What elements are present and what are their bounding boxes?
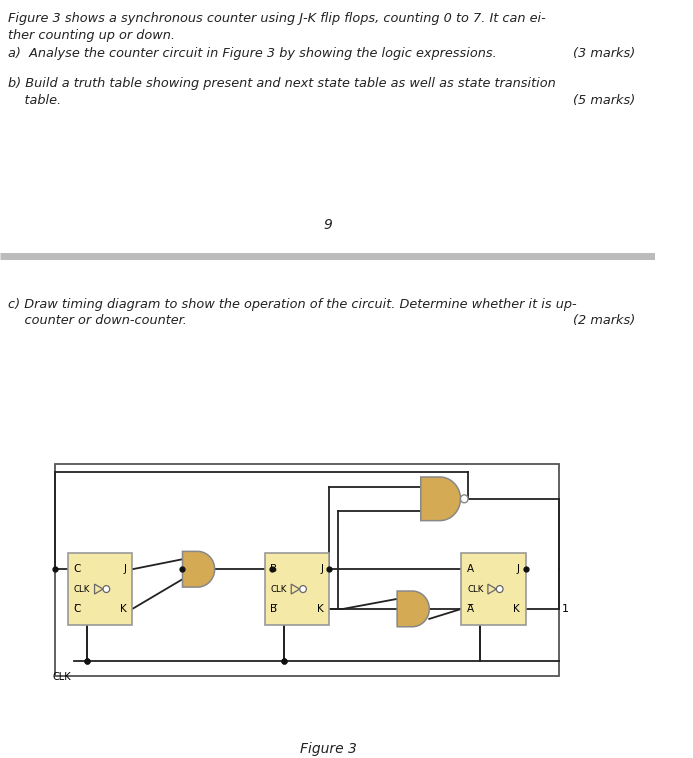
Bar [462, 553, 526, 625]
Polygon shape [488, 584, 496, 594]
Text: b) Build a truth table showing present and next state table as well as state tra: b) Build a truth table showing present a… [8, 77, 555, 90]
Text: CLK: CLK [53, 672, 71, 682]
Polygon shape [182, 551, 215, 587]
Polygon shape [94, 584, 103, 594]
Text: a)  Analyse the counter circuit in Figure 3 by showing the logic expressions.: a) Analyse the counter circuit in Figure… [8, 46, 496, 60]
Text: A̅: A̅ [467, 604, 474, 614]
Text: CLK: CLK [467, 584, 484, 594]
Circle shape [103, 586, 109, 593]
Text: K: K [120, 604, 127, 614]
Polygon shape [291, 584, 300, 594]
Circle shape [496, 586, 503, 593]
Text: K: K [514, 604, 520, 614]
Text: B̅: B̅ [270, 604, 277, 614]
Polygon shape [397, 591, 429, 627]
Text: table.: table. [8, 94, 61, 107]
Text: counter or down-counter.: counter or down-counter. [8, 315, 186, 327]
Text: C: C [73, 564, 81, 575]
Bar [55, 464, 559, 676]
Circle shape [300, 586, 306, 593]
Text: Figure 3 shows a synchronous counter using J-K flip flops, counting 0 to 7. It c: Figure 3 shows a synchronous counter usi… [8, 12, 545, 25]
Text: CLK: CLK [73, 584, 90, 594]
Circle shape [460, 495, 468, 503]
Text: Figure 3: Figure 3 [299, 742, 356, 756]
Text: c) Draw timing diagram to show the operation of the circuit. Determine whether i: c) Draw timing diagram to show the opera… [8, 297, 576, 311]
Text: 1: 1 [561, 604, 569, 614]
Text: (3 marks): (3 marks) [573, 46, 635, 60]
Polygon shape [421, 477, 460, 521]
Text: C̅: C̅ [73, 604, 81, 614]
Text: (2 marks): (2 marks) [573, 315, 635, 327]
Text: ther counting up or down.: ther counting up or down. [8, 29, 175, 42]
Text: CLK: CLK [270, 584, 287, 594]
Text: J: J [124, 564, 127, 575]
Bar [265, 553, 329, 625]
Text: 9: 9 [324, 218, 333, 232]
Text: K: K [317, 604, 324, 614]
Bar [68, 553, 132, 625]
Text: A: A [467, 564, 474, 575]
Text: J: J [517, 564, 520, 575]
Text: J: J [320, 564, 324, 575]
Text: (5 marks): (5 marks) [573, 94, 635, 107]
Text: B: B [270, 564, 277, 575]
